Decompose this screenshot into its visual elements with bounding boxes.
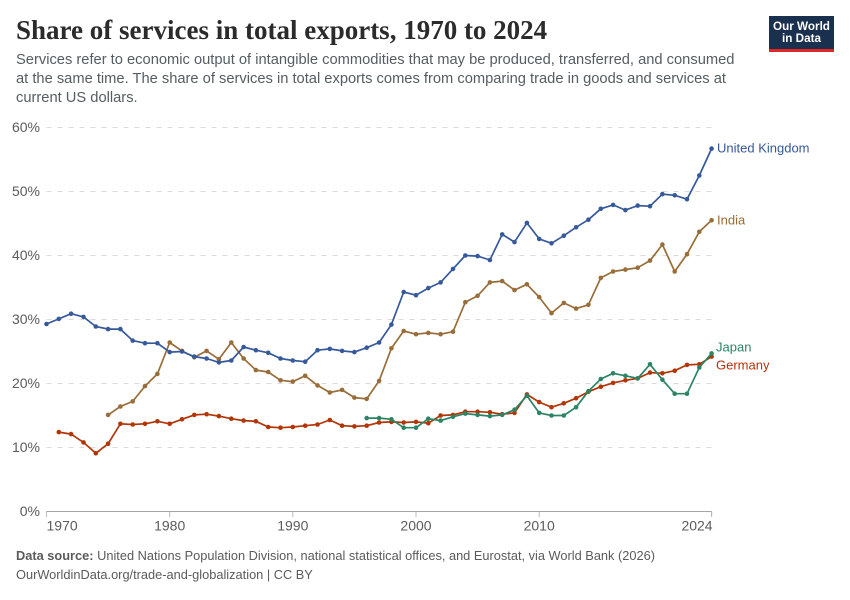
svg-text:10%: 10% (12, 439, 40, 455)
svg-text:30%: 30% (12, 311, 40, 327)
svg-text:Germany: Germany (716, 358, 770, 373)
svg-text:United Kingdom: United Kingdom (717, 141, 810, 156)
svg-text:1990: 1990 (277, 518, 308, 534)
svg-text:2000: 2000 (400, 518, 431, 534)
svg-text:40%: 40% (12, 247, 40, 263)
svg-text:1980: 1980 (154, 518, 185, 534)
svg-text:1970: 1970 (47, 518, 78, 534)
svg-text:2024: 2024 (681, 518, 712, 534)
svg-text:India: India (717, 213, 746, 228)
svg-text:0%: 0% (20, 503, 40, 519)
svg-text:60%: 60% (12, 119, 40, 135)
svg-text:20%: 20% (12, 375, 40, 391)
svg-text:2010: 2010 (524, 518, 555, 534)
svg-text:50%: 50% (12, 183, 40, 199)
svg-text:Japan: Japan (716, 340, 751, 355)
